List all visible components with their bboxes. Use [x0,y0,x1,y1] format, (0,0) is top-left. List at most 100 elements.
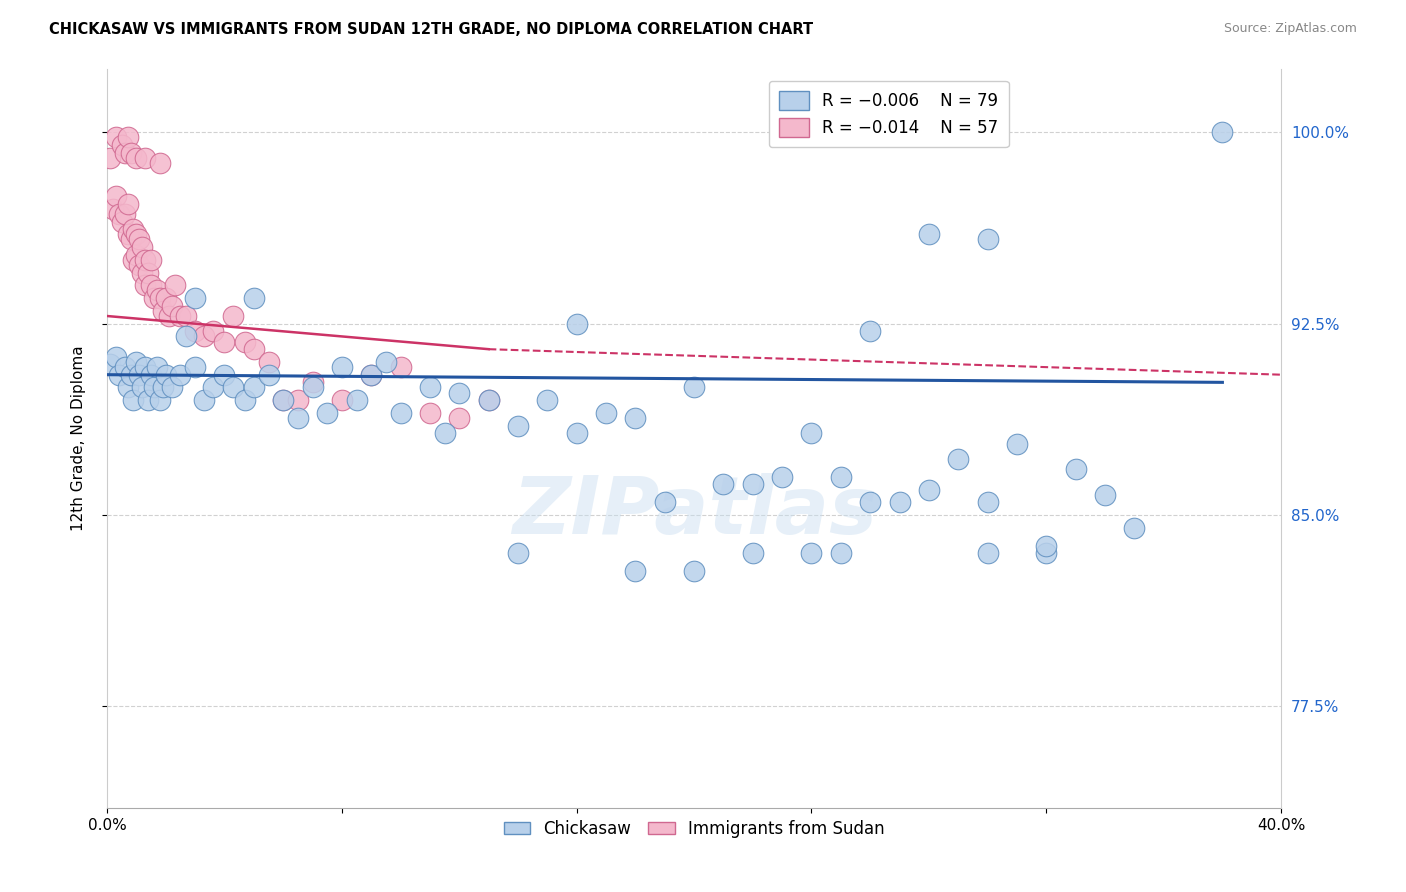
Point [565,426,588,441]
Point [713,477,735,491]
Point [330,393,353,408]
Point [948,451,970,466]
Point [918,227,941,242]
Point [257,355,280,369]
Point [176,309,198,323]
Point [389,359,412,374]
Point [449,385,471,400]
Point [134,151,156,165]
Text: Source: ZipAtlas.com: Source: ZipAtlas.com [1223,22,1357,36]
Y-axis label: 12th Grade, No Diploma: 12th Grade, No Diploma [72,346,86,532]
Point [108,207,131,221]
Point [243,291,266,305]
Point [117,130,139,145]
Point [433,426,456,441]
Point [976,232,998,246]
Point [193,329,215,343]
Text: ZIPatlas: ZIPatlas [512,474,876,551]
Point [128,232,150,246]
Point [389,406,412,420]
Point [149,393,172,408]
Point [301,380,323,394]
Point [125,151,148,165]
Point [233,334,256,349]
Point [120,368,142,382]
Point [859,324,882,338]
Point [316,406,339,420]
Point [120,232,142,246]
Point [770,469,793,483]
Point [741,477,763,491]
Point [624,564,647,578]
Point [565,317,588,331]
Point [120,145,142,160]
Point [683,564,706,578]
Point [1005,436,1028,450]
Point [98,151,121,165]
Point [800,546,823,560]
Point [128,368,150,382]
Point [122,393,145,408]
Point [143,380,166,394]
Legend: Chickasaw, Immigrants from Sudan: Chickasaw, Immigrants from Sudan [496,814,891,845]
Point [146,284,169,298]
Point [201,380,224,394]
Point [122,252,145,267]
Point [117,227,139,242]
Point [131,266,153,280]
Point [143,291,166,305]
Point [134,252,156,267]
Point [506,418,529,433]
Point [419,380,441,394]
Point [117,380,139,394]
Point [169,309,191,323]
Point [114,145,136,160]
Point [243,342,266,356]
Point [131,240,153,254]
Point [136,266,159,280]
Point [889,495,911,509]
Point [222,380,245,394]
Point [478,393,501,408]
Point [169,368,191,382]
Point [271,393,294,408]
Point [419,406,441,420]
Point [360,368,382,382]
Point [346,393,368,408]
Point [741,546,763,560]
Point [104,350,127,364]
Point [101,202,124,216]
Text: CHICKASAW VS IMMIGRANTS FROM SUDAN 12TH GRADE, NO DIPLOMA CORRELATION CHART: CHICKASAW VS IMMIGRANTS FROM SUDAN 12TH … [49,22,813,37]
Point [152,380,174,394]
Point [108,368,131,382]
Point [98,358,121,372]
Point [1035,539,1057,553]
Point [1035,546,1057,560]
Point [114,207,136,221]
Point [139,252,162,267]
Point [193,393,215,408]
Point [160,299,183,313]
Point [287,411,309,425]
Point [360,368,382,382]
Point [1123,521,1146,535]
Point [184,291,207,305]
Point [243,380,266,394]
Point [131,380,153,394]
Point [449,411,471,425]
Point [139,278,162,293]
Point [139,368,162,382]
Point [155,368,177,382]
Point [683,380,706,394]
Point [104,130,127,145]
Point [176,329,198,343]
Point [595,406,617,420]
Point [330,359,353,374]
Point [374,355,396,369]
Point [257,368,280,382]
Point [128,258,150,272]
Point [478,393,501,408]
Point [111,138,134,153]
Point [624,411,647,425]
Point [201,324,224,338]
